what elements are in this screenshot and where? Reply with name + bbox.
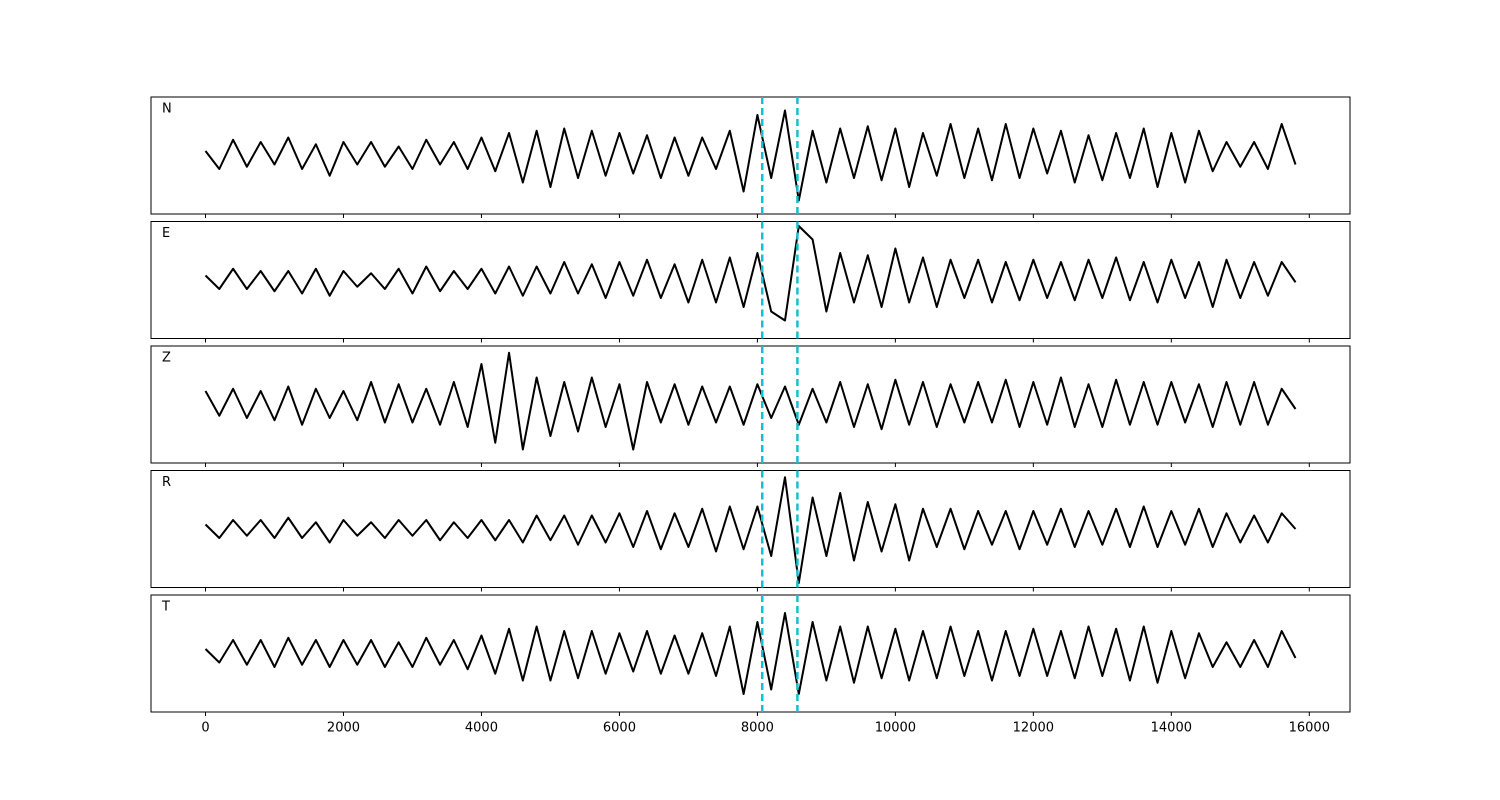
x-tick-label: 4000 <box>465 721 498 736</box>
panel-label: T <box>161 600 170 615</box>
panel-frame <box>150 345 1351 464</box>
x-tick-label: 2000 <box>327 721 360 736</box>
panel-frame <box>150 221 1351 339</box>
panel-frame <box>150 594 1351 713</box>
x-tick-label: 16000 <box>1289 721 1330 736</box>
panel-frame <box>150 470 1351 588</box>
trace <box>204 225 1297 322</box>
panel-frame <box>150 96 1351 215</box>
x-tick-label: 14000 <box>1151 721 1192 736</box>
x-tick-label: 0 <box>201 721 209 736</box>
panel-label: Z <box>162 351 171 366</box>
x-tick-label: 6000 <box>603 721 636 736</box>
trace <box>204 109 1297 202</box>
trace <box>204 612 1297 695</box>
trace <box>204 351 1297 451</box>
panel-label: N <box>162 102 172 117</box>
panel-label: E <box>162 226 170 241</box>
x-tick-label: 12000 <box>1013 721 1054 736</box>
x-tick-label: 8000 <box>741 721 774 736</box>
trace <box>204 476 1297 584</box>
x-tick-label: 10000 <box>875 721 916 736</box>
panel-label: R <box>162 475 171 490</box>
